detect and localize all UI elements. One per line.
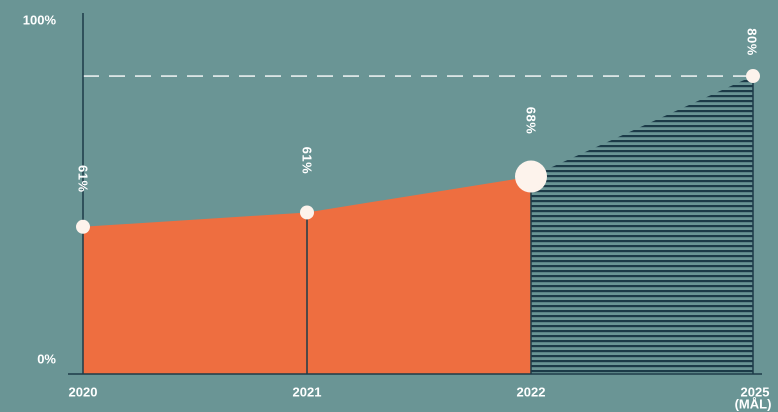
x-tick-sublabel: (MÅL) <box>735 396 772 411</box>
x-tick-label: 2020 <box>69 384 98 399</box>
point-value-label: 68% <box>524 107 539 135</box>
data-point <box>76 219 90 234</box>
data-point <box>515 160 547 193</box>
x-tick-label: 2021 <box>293 384 322 399</box>
data-point <box>746 69 760 84</box>
point-value-label: 61% <box>300 147 315 175</box>
y-tick-label: 0% <box>37 351 56 366</box>
x-tick-label: 2025 <box>741 384 770 399</box>
data-point <box>300 205 314 220</box>
x-tick-label: 2022 <box>517 384 546 399</box>
projection-area <box>531 76 753 374</box>
point-value-label: 80% <box>745 28 760 56</box>
point-value-label: 61% <box>76 165 91 193</box>
y-tick-label: 100% <box>23 12 57 27</box>
